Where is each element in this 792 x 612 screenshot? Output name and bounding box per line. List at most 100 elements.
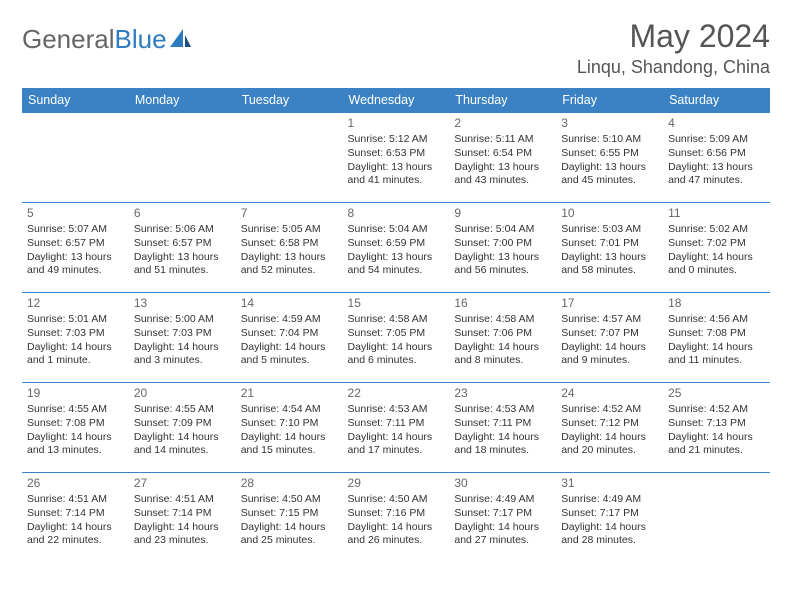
day-number: 3: [561, 116, 658, 132]
day-number: 21: [241, 386, 338, 402]
sunrise-line: Sunrise: 4:55 AM: [27, 403, 124, 417]
calendar-grid: Sunday Monday Tuesday Wednesday Thursday…: [22, 88, 770, 563]
sunset-line: Sunset: 7:11 PM: [454, 417, 551, 431]
sunset-line: Sunset: 6:56 PM: [668, 147, 765, 161]
calendar-day-cell: 12Sunrise: 5:01 AMSunset: 7:03 PMDayligh…: [22, 293, 129, 383]
sunset-line: Sunset: 6:59 PM: [348, 237, 445, 251]
day-number: 25: [668, 386, 765, 402]
calendar-day-cell: 10Sunrise: 5:03 AMSunset: 7:01 PMDayligh…: [556, 203, 663, 293]
day-number: 22: [348, 386, 445, 402]
weekday-header: Saturday: [663, 88, 770, 113]
calendar-day-cell: 13Sunrise: 5:00 AMSunset: 7:03 PMDayligh…: [129, 293, 236, 383]
sunset-line: Sunset: 7:12 PM: [561, 417, 658, 431]
daylight-line: Daylight: 13 hours and 45 minutes.: [561, 161, 658, 189]
calendar-day-cell: 19Sunrise: 4:55 AMSunset: 7:08 PMDayligh…: [22, 383, 129, 473]
sunset-line: Sunset: 7:07 PM: [561, 327, 658, 341]
weekday-header: Tuesday: [236, 88, 343, 113]
daylight-line: Daylight: 13 hours and 43 minutes.: [454, 161, 551, 189]
calendar-day-cell: 31Sunrise: 4:49 AMSunset: 7:17 PMDayligh…: [556, 473, 663, 563]
calendar-day-cell: 27Sunrise: 4:51 AMSunset: 7:14 PMDayligh…: [129, 473, 236, 563]
daylight-line: Daylight: 13 hours and 58 minutes.: [561, 251, 658, 279]
sunrise-line: Sunrise: 4:50 AM: [241, 493, 338, 507]
sunrise-line: Sunrise: 4:52 AM: [561, 403, 658, 417]
calendar-day-cell: [236, 113, 343, 203]
calendar-day-cell: 25Sunrise: 4:52 AMSunset: 7:13 PMDayligh…: [663, 383, 770, 473]
daylight-line: Daylight: 14 hours and 18 minutes.: [454, 431, 551, 459]
sunset-line: Sunset: 7:08 PM: [668, 327, 765, 341]
calendar-day-cell: [22, 113, 129, 203]
day-number: 15: [348, 296, 445, 312]
sunrise-line: Sunrise: 4:49 AM: [561, 493, 658, 507]
sunset-line: Sunset: 7:16 PM: [348, 507, 445, 521]
sunrise-line: Sunrise: 5:02 AM: [668, 223, 765, 237]
sunrise-line: Sunrise: 4:57 AM: [561, 313, 658, 327]
day-number: 17: [561, 296, 658, 312]
day-number: 9: [454, 206, 551, 222]
brand-logo: GeneralBlue: [22, 18, 192, 55]
sunset-line: Sunset: 7:17 PM: [561, 507, 658, 521]
daylight-line: Daylight: 14 hours and 9 minutes.: [561, 341, 658, 369]
calendar-day-cell: 6Sunrise: 5:06 AMSunset: 6:57 PMDaylight…: [129, 203, 236, 293]
calendar-week-row: 26Sunrise: 4:51 AMSunset: 7:14 PMDayligh…: [22, 473, 770, 563]
sunrise-line: Sunrise: 5:09 AM: [668, 133, 765, 147]
calendar-day-cell: 3Sunrise: 5:10 AMSunset: 6:55 PMDaylight…: [556, 113, 663, 203]
sunrise-line: Sunrise: 4:55 AM: [134, 403, 231, 417]
day-number: 26: [27, 476, 124, 492]
sunrise-line: Sunrise: 5:03 AM: [561, 223, 658, 237]
sunrise-line: Sunrise: 5:12 AM: [348, 133, 445, 147]
sunrise-line: Sunrise: 4:50 AM: [348, 493, 445, 507]
calendar-day-cell: 23Sunrise: 4:53 AMSunset: 7:11 PMDayligh…: [449, 383, 556, 473]
sunrise-line: Sunrise: 5:05 AM: [241, 223, 338, 237]
calendar-week-row: 5Sunrise: 5:07 AMSunset: 6:57 PMDaylight…: [22, 203, 770, 293]
day-number: 1: [348, 116, 445, 132]
sunset-line: Sunset: 6:57 PM: [134, 237, 231, 251]
day-number: 10: [561, 206, 658, 222]
calendar-day-cell: 30Sunrise: 4:49 AMSunset: 7:17 PMDayligh…: [449, 473, 556, 563]
daylight-line: Daylight: 14 hours and 23 minutes.: [134, 521, 231, 549]
sunset-line: Sunset: 7:14 PM: [134, 507, 231, 521]
sunset-line: Sunset: 7:01 PM: [561, 237, 658, 251]
sunset-line: Sunset: 7:05 PM: [348, 327, 445, 341]
daylight-line: Daylight: 14 hours and 28 minutes.: [561, 521, 658, 549]
calendar-day-cell: 9Sunrise: 5:04 AMSunset: 7:00 PMDaylight…: [449, 203, 556, 293]
daylight-line: Daylight: 14 hours and 15 minutes.: [241, 431, 338, 459]
sunrise-line: Sunrise: 4:49 AM: [454, 493, 551, 507]
daylight-line: Daylight: 14 hours and 25 minutes.: [241, 521, 338, 549]
sunset-line: Sunset: 6:53 PM: [348, 147, 445, 161]
calendar-week-row: 12Sunrise: 5:01 AMSunset: 7:03 PMDayligh…: [22, 293, 770, 383]
brand-name: GeneralBlue: [22, 24, 167, 55]
sunset-line: Sunset: 7:03 PM: [27, 327, 124, 341]
header: GeneralBlue May 2024 Linqu, Shandong, Ch…: [22, 18, 770, 78]
daylight-line: Daylight: 13 hours and 51 minutes.: [134, 251, 231, 279]
daylight-line: Daylight: 14 hours and 20 minutes.: [561, 431, 658, 459]
calendar-day-cell: 1Sunrise: 5:12 AMSunset: 6:53 PMDaylight…: [343, 113, 450, 203]
day-number: 31: [561, 476, 658, 492]
sunrise-line: Sunrise: 5:06 AM: [134, 223, 231, 237]
sunrise-line: Sunrise: 4:56 AM: [668, 313, 765, 327]
calendar-day-cell: 21Sunrise: 4:54 AMSunset: 7:10 PMDayligh…: [236, 383, 343, 473]
sunset-line: Sunset: 7:09 PM: [134, 417, 231, 431]
day-number: 12: [27, 296, 124, 312]
weekday-header: Thursday: [449, 88, 556, 113]
day-number: 2: [454, 116, 551, 132]
calendar-day-cell: 14Sunrise: 4:59 AMSunset: 7:04 PMDayligh…: [236, 293, 343, 383]
daylight-line: Daylight: 14 hours and 14 minutes.: [134, 431, 231, 459]
sunrise-line: Sunrise: 5:00 AM: [134, 313, 231, 327]
weekday-header: Wednesday: [343, 88, 450, 113]
daylight-line: Daylight: 13 hours and 41 minutes.: [348, 161, 445, 189]
calendar-week-row: 1Sunrise: 5:12 AMSunset: 6:53 PMDaylight…: [22, 113, 770, 203]
sunrise-line: Sunrise: 5:04 AM: [454, 223, 551, 237]
sunset-line: Sunset: 6:55 PM: [561, 147, 658, 161]
sunrise-line: Sunrise: 5:11 AM: [454, 133, 551, 147]
month-title: May 2024: [577, 18, 770, 55]
weekday-header-row: Sunday Monday Tuesday Wednesday Thursday…: [22, 88, 770, 113]
calendar-day-cell: 17Sunrise: 4:57 AMSunset: 7:07 PMDayligh…: [556, 293, 663, 383]
calendar-day-cell: 28Sunrise: 4:50 AMSunset: 7:15 PMDayligh…: [236, 473, 343, 563]
calendar-day-cell: 18Sunrise: 4:56 AMSunset: 7:08 PMDayligh…: [663, 293, 770, 383]
sunset-line: Sunset: 7:00 PM: [454, 237, 551, 251]
sunset-line: Sunset: 7:08 PM: [27, 417, 124, 431]
daylight-line: Daylight: 13 hours and 54 minutes.: [348, 251, 445, 279]
calendar-day-cell: 5Sunrise: 5:07 AMSunset: 6:57 PMDaylight…: [22, 203, 129, 293]
daylight-line: Daylight: 14 hours and 3 minutes.: [134, 341, 231, 369]
calendar-body: 1Sunrise: 5:12 AMSunset: 6:53 PMDaylight…: [22, 113, 770, 563]
